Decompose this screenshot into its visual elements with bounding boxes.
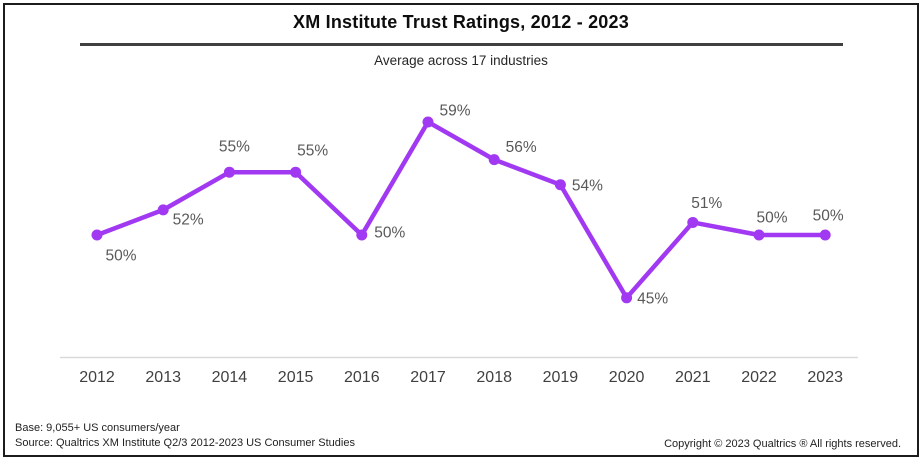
data-point-label: 50%	[756, 210, 787, 227]
data-point-marker	[488, 154, 500, 166]
data-point-marker	[819, 229, 831, 241]
x-axis-label: 2016	[344, 369, 380, 386]
x-axis-label: 2015	[278, 369, 314, 386]
x-axis-label: 2014	[212, 369, 248, 386]
base-note: Base: 9,055+ US consumers/year	[15, 422, 180, 435]
data-point-marker	[91, 229, 103, 241]
trust-line-chart: 50% 52% 55% 55% 50% 59% 56% 54% 45% 51% 50% 50% 2012…	[60, 102, 858, 386]
data-point-label: 55%	[219, 139, 250, 156]
x-axis-label: 2018	[476, 369, 512, 386]
data-point-label: 45%	[637, 290, 668, 307]
data-point-label: 50%	[374, 225, 405, 242]
data-point-label: 55%	[297, 143, 328, 160]
source-note: Source: Qualtrics XM Institute Q2/3 2012…	[15, 436, 355, 449]
data-point-label: 50%	[813, 208, 844, 225]
data-point-label: 56%	[506, 139, 537, 156]
trend-line	[94, 119, 828, 301]
data-point-marker	[753, 229, 765, 241]
data-point-marker	[554, 179, 566, 191]
footer-notes: Base: 9,055+ US consumers/year Source: Q…	[15, 421, 355, 450]
data-point-marker	[290, 166, 302, 178]
x-axis-label: 2017	[410, 369, 446, 386]
x-axis-label: 2013	[145, 369, 181, 386]
x-axis-label: 2021	[675, 369, 711, 386]
x-axis-label: 2022	[741, 369, 777, 386]
data-point-label: 59%	[439, 102, 470, 119]
copyright-note: Copyright © 2023 Qualtrics ® All rights …	[664, 438, 901, 450]
data-point-label: 50%	[105, 248, 136, 265]
data-point-marker	[687, 216, 699, 228]
x-axis-label: 2023	[807, 369, 843, 386]
chart-frame: XM Institute Trust Ratings, 2012 - 2023 …	[3, 3, 919, 457]
data-point-marker	[356, 229, 368, 241]
data-point-label: 54%	[572, 177, 603, 194]
data-point-marker	[422, 116, 434, 128]
data-point-marker	[157, 204, 169, 216]
x-axis-label: 2012	[79, 369, 115, 386]
data-point-label: 52%	[173, 211, 204, 228]
title-divider	[80, 43, 843, 46]
chart-subtitle: Average across 17 industries	[374, 53, 548, 68]
data-point-marker	[621, 292, 633, 304]
data-point-label: 51%	[691, 195, 722, 212]
data-point-marker	[223, 166, 235, 178]
x-axis-label: 2020	[609, 369, 645, 386]
x-axis-label: 2019	[543, 369, 579, 386]
chart-title: XM Institute Trust Ratings, 2012 - 2023	[293, 12, 629, 32]
